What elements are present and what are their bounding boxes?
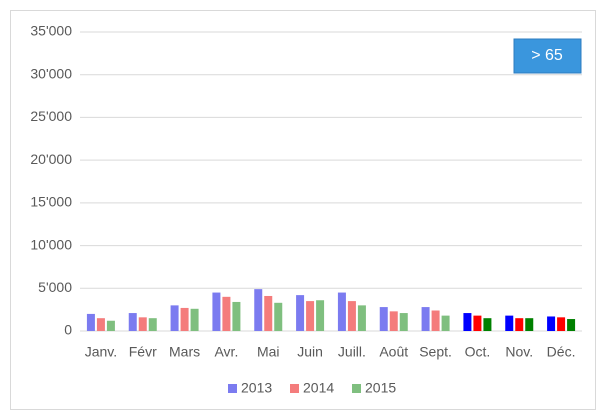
legend-swatch bbox=[352, 384, 361, 393]
bar bbox=[441, 315, 450, 331]
x-tick-label: Nov. bbox=[505, 344, 533, 360]
bar bbox=[463, 313, 472, 331]
bar bbox=[483, 318, 492, 331]
legend-swatch bbox=[290, 384, 299, 393]
bar bbox=[190, 308, 199, 331]
x-tick-label: Oct. bbox=[465, 344, 491, 360]
bar bbox=[379, 307, 388, 331]
bar bbox=[357, 305, 366, 331]
bar bbox=[128, 313, 137, 331]
x-tick-label: Déc. bbox=[547, 344, 576, 360]
bar bbox=[296, 295, 305, 331]
y-tick-label: 30'000 bbox=[30, 65, 72, 81]
chart-border bbox=[10, 10, 596, 410]
legend-label: 2014 bbox=[303, 380, 334, 396]
bar bbox=[431, 310, 440, 331]
y-tick-label: 0 bbox=[64, 322, 72, 338]
bar bbox=[525, 318, 534, 331]
x-tick-label: Août bbox=[379, 344, 408, 360]
x-tick-label: Sept. bbox=[419, 344, 452, 360]
x-tick-label: Mai bbox=[257, 344, 280, 360]
legend-label: 2013 bbox=[241, 380, 272, 396]
y-tick-label: 25'000 bbox=[30, 108, 72, 124]
bar bbox=[557, 317, 566, 331]
bar bbox=[421, 307, 430, 331]
bar bbox=[316, 300, 325, 331]
bar bbox=[232, 301, 241, 331]
legend-swatch bbox=[228, 384, 237, 393]
y-tick-label: 5'000 bbox=[38, 279, 72, 295]
bar bbox=[96, 318, 105, 331]
bar bbox=[515, 318, 524, 331]
y-tick-label: 15'000 bbox=[30, 194, 72, 210]
bar bbox=[106, 320, 115, 331]
bar bbox=[222, 296, 231, 331]
bar bbox=[399, 313, 408, 331]
bar bbox=[547, 316, 556, 331]
y-tick-label: 20'000 bbox=[30, 151, 72, 167]
button-box[interactable] bbox=[513, 38, 582, 74]
bar bbox=[180, 307, 189, 331]
bar bbox=[148, 318, 157, 331]
bar bbox=[567, 319, 576, 331]
legend-label: 2015 bbox=[365, 380, 396, 396]
bar bbox=[337, 292, 346, 331]
bar bbox=[170, 305, 179, 331]
x-tick-label: Févr bbox=[129, 344, 157, 360]
x-tick-label: Mars bbox=[169, 344, 200, 360]
button-label[interactable]: > 65 bbox=[531, 47, 563, 64]
filter-button[interactable]: > 65 bbox=[513, 38, 582, 74]
x-tick-label: Avr. bbox=[214, 344, 238, 360]
y-tick-label: 35'000 bbox=[30, 23, 72, 39]
x-tick-label: Juin bbox=[297, 344, 323, 360]
x-tick-label: Juill. bbox=[338, 344, 366, 360]
bar bbox=[254, 289, 263, 331]
bar bbox=[138, 317, 147, 331]
y-tick-label: 10'000 bbox=[30, 236, 72, 252]
bar bbox=[86, 313, 95, 331]
bar bbox=[505, 315, 514, 331]
bar bbox=[306, 301, 315, 331]
bar bbox=[212, 292, 221, 331]
bar bbox=[389, 311, 398, 331]
bar bbox=[274, 302, 283, 331]
bar bbox=[264, 295, 273, 331]
x-tick-label: Janv. bbox=[85, 344, 117, 360]
bar bbox=[347, 301, 356, 331]
bar bbox=[473, 315, 482, 331]
